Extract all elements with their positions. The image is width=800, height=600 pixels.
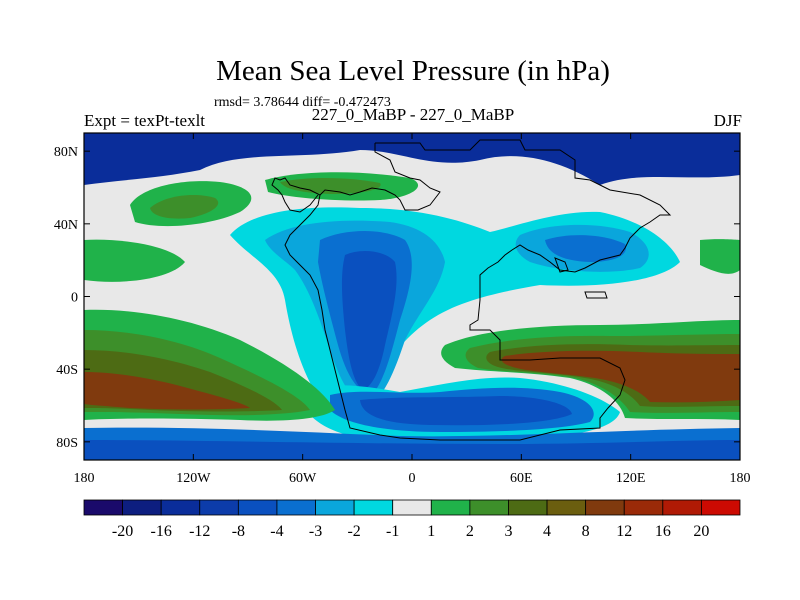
x-tick-label: 60W [289, 471, 317, 486]
axis-ticks: 180 120W 60W 0 60E 120E 180 80N 40N 0 40S 80S [54, 133, 751, 486]
x-tick-label: 180 [74, 471, 95, 486]
colorbar-swatch [508, 499, 548, 516]
colorbar-label: -1 [386, 523, 399, 540]
central-low-core [341, 250, 397, 390]
colorbar-label: -2 [347, 523, 360, 540]
colorbar-swatch [83, 499, 123, 516]
y-tick-label: 0 [71, 291, 78, 306]
colorbar-label: -12 [189, 523, 210, 540]
y-tick-label: 40N [54, 218, 78, 233]
colorbar-label: 3 [504, 523, 512, 540]
colorbar-label: -20 [112, 523, 133, 540]
colorbar-label: 2 [466, 523, 474, 540]
colorbar-label: -3 [309, 523, 322, 540]
rmsd-diff-text: rmsd= 3.78644 diff= -0.472473 [214, 95, 391, 110]
colorbar-swatch [276, 499, 316, 516]
arctic-low-band [84, 133, 740, 185]
colorbar-swatch [546, 499, 587, 516]
continent-outline [271, 139, 672, 441]
colorbar-swatch [122, 499, 162, 516]
south-indian-high-core [501, 350, 740, 403]
colorbar-swatch [701, 499, 741, 516]
x-tick-label: 180 [730, 471, 751, 486]
east-low-inner [545, 235, 626, 262]
y-tick-label: 40S [56, 363, 78, 378]
colorbar-label: 12 [616, 523, 632, 540]
west-pacific-high [84, 239, 185, 282]
colorbar-swatch [469, 499, 509, 516]
colorbar: -20 -16 -12 -8 -4 -3 -2 -1 1 2 3 4 8 12 16 20 [83, 499, 741, 540]
colorbar-label: -8 [232, 523, 245, 540]
experiment-label: Expt = texPt-texlt [84, 111, 206, 130]
x-tick-label: 0 [409, 471, 416, 486]
antarctic-band-core [84, 440, 740, 460]
colorbar-swatch [430, 499, 471, 516]
colorbar-label: -4 [270, 523, 283, 540]
x-tick-label: 60E [510, 471, 533, 486]
y-tick-label: 80N [54, 145, 78, 160]
colorbar-swatch [392, 499, 432, 516]
y-tick-label: 80S [56, 436, 78, 451]
colorbar-label: 1 [427, 523, 435, 540]
colorbar-swatch [315, 499, 355, 516]
eurasian-high-core [280, 177, 381, 194]
island-outline [554, 257, 608, 299]
east-high-patch [700, 239, 740, 274]
colorbar-swatch [237, 499, 278, 516]
chart-title: Mean Sea Level Pressure (in hPa) [216, 55, 610, 87]
colorbar-label: 8 [582, 523, 590, 540]
colorbar-label: 16 [655, 523, 671, 540]
colorbar-label: 4 [543, 523, 551, 540]
colorbar-swatch [585, 499, 625, 516]
colorbar-swatch [623, 499, 664, 516]
contour-field [84, 133, 740, 460]
period-label: 227_0_MaBP - 227_0_MaBP [311, 105, 515, 124]
colorbar-swatch [353, 499, 394, 516]
season-label: DJF [713, 111, 742, 130]
north-pacific-high-core [150, 195, 219, 219]
colorbar-swatch [662, 499, 702, 516]
x-tick-label: 120W [176, 471, 211, 486]
colorbar-swatch [199, 499, 239, 516]
colorbar-label: -16 [151, 523, 172, 540]
x-tick-label: 120E [616, 471, 646, 486]
colorbar-label: 20 [693, 523, 709, 540]
south-pacific-high-core [84, 372, 250, 410]
southern-trough-core [360, 396, 572, 426]
colorbar-swatch [160, 499, 201, 516]
